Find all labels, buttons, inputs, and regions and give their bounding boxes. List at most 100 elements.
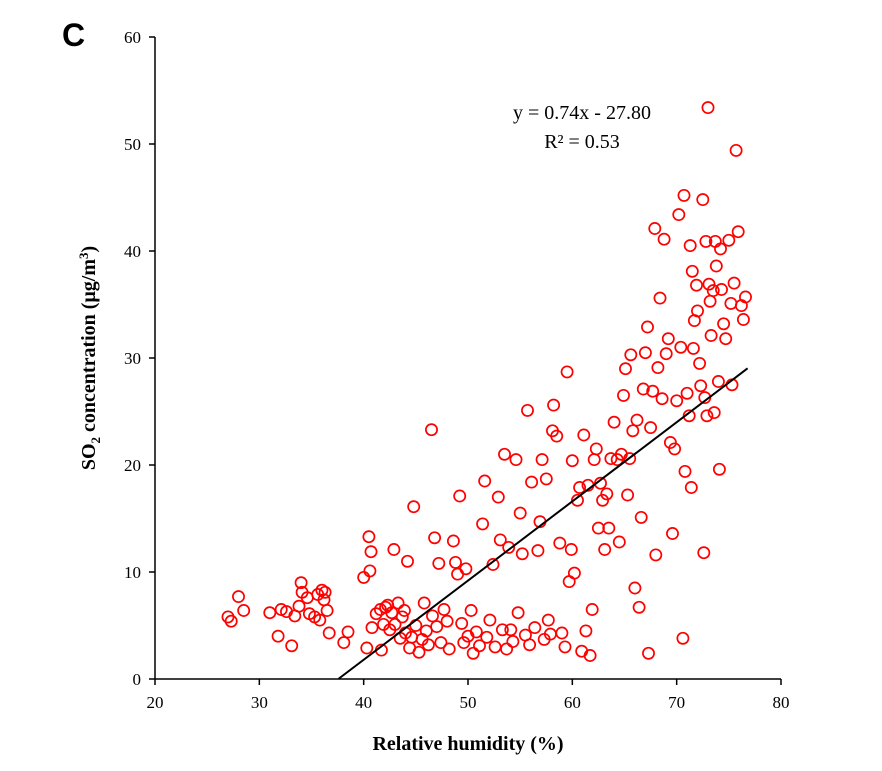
data-point: [678, 464, 692, 478]
data-point: [699, 234, 713, 248]
data-point: [224, 614, 238, 628]
data-point: [653, 291, 667, 305]
data-point: [624, 348, 638, 362]
data-point: [525, 475, 539, 489]
data-point: [442, 642, 456, 656]
data-point: [717, 317, 731, 331]
data-point: [469, 625, 483, 639]
data-point: [483, 613, 497, 627]
data-point: [560, 365, 574, 379]
data-point: [315, 583, 329, 597]
data-point: [500, 642, 514, 656]
x-tick-label: 80: [773, 693, 790, 712]
data-point: [649, 548, 663, 562]
data-point: [446, 534, 460, 548]
data-point: [457, 636, 471, 650]
data-point: [693, 356, 707, 370]
data-point: [700, 409, 714, 423]
data-point: [365, 621, 379, 635]
data-point: [626, 424, 640, 438]
data-point: [488, 640, 502, 654]
data-point: [509, 453, 523, 467]
data-point: [459, 562, 473, 576]
data-point: [322, 626, 336, 640]
data-points: [221, 101, 752, 662]
data-point: [579, 624, 593, 638]
data-point: [628, 581, 642, 595]
data-point: [701, 101, 715, 115]
data-point: [666, 527, 679, 540]
data-point: [694, 379, 708, 393]
data-point: [567, 566, 581, 580]
data-point: [638, 346, 652, 360]
data-point: [478, 474, 492, 488]
data-point: [498, 447, 511, 461]
data-point: [451, 567, 465, 581]
y-axis-title-rest: concentration (μg/m: [78, 259, 100, 437]
data-point: [683, 239, 697, 253]
data-point: [600, 487, 614, 501]
data-point: [573, 481, 587, 494]
data-point: [409, 619, 423, 632]
y-tick-label: 0: [133, 670, 142, 689]
data-point: [598, 543, 612, 556]
data-point: [714, 242, 727, 256]
data-point: [707, 406, 721, 420]
data-point: [440, 614, 454, 628]
data-point: [369, 607, 383, 621]
data-point: [341, 625, 355, 639]
data-point: [577, 428, 591, 442]
data-point: [668, 442, 682, 456]
data-point: [558, 640, 572, 654]
data-point: [504, 623, 518, 637]
data-point: [661, 332, 675, 346]
data-point: [506, 635, 520, 648]
data-point: [739, 290, 752, 304]
data-point: [432, 556, 446, 570]
data-point: [493, 533, 507, 547]
data-point: [412, 645, 426, 659]
data-point: [528, 621, 542, 635]
data-point: [617, 388, 630, 402]
data-point: [360, 641, 374, 655]
data-point: [634, 510, 648, 524]
data-point: [553, 536, 567, 550]
data-point: [630, 413, 644, 427]
data-point: [604, 452, 618, 466]
x-tick-label: 60: [564, 693, 581, 712]
data-point: [385, 606, 399, 620]
data-point: [550, 429, 564, 443]
data-point: [591, 521, 605, 535]
data-point: [659, 347, 673, 361]
data-point: [397, 604, 411, 617]
data-point: [421, 638, 435, 652]
data-point: [697, 546, 711, 560]
data-point: [428, 531, 442, 545]
x-tick-label: 50: [460, 693, 477, 712]
data-point: [455, 616, 469, 630]
data-point: [491, 490, 505, 504]
data-point: [677, 188, 691, 202]
y-axis-title-sup: 3: [76, 252, 91, 259]
data-point: [619, 362, 632, 376]
data-point: [473, 639, 486, 653]
data-point: [644, 421, 658, 435]
data-point: [337, 636, 351, 650]
data-point: [363, 564, 377, 578]
data-point: [285, 639, 299, 653]
data-point: [364, 545, 378, 559]
data-point: [263, 606, 277, 620]
x-tick-label: 40: [355, 693, 372, 712]
data-point: [555, 626, 569, 640]
trendline-equation: y = 0.74x - 27.80: [513, 102, 651, 124]
data-point: [670, 394, 684, 408]
data-point: [711, 375, 725, 388]
data-point: [623, 452, 637, 466]
data-point: [425, 423, 438, 437]
data-point: [674, 340, 688, 354]
data-point: [541, 613, 555, 627]
data-point: [523, 638, 537, 652]
data-point: [621, 488, 635, 502]
data-point: [583, 649, 597, 662]
